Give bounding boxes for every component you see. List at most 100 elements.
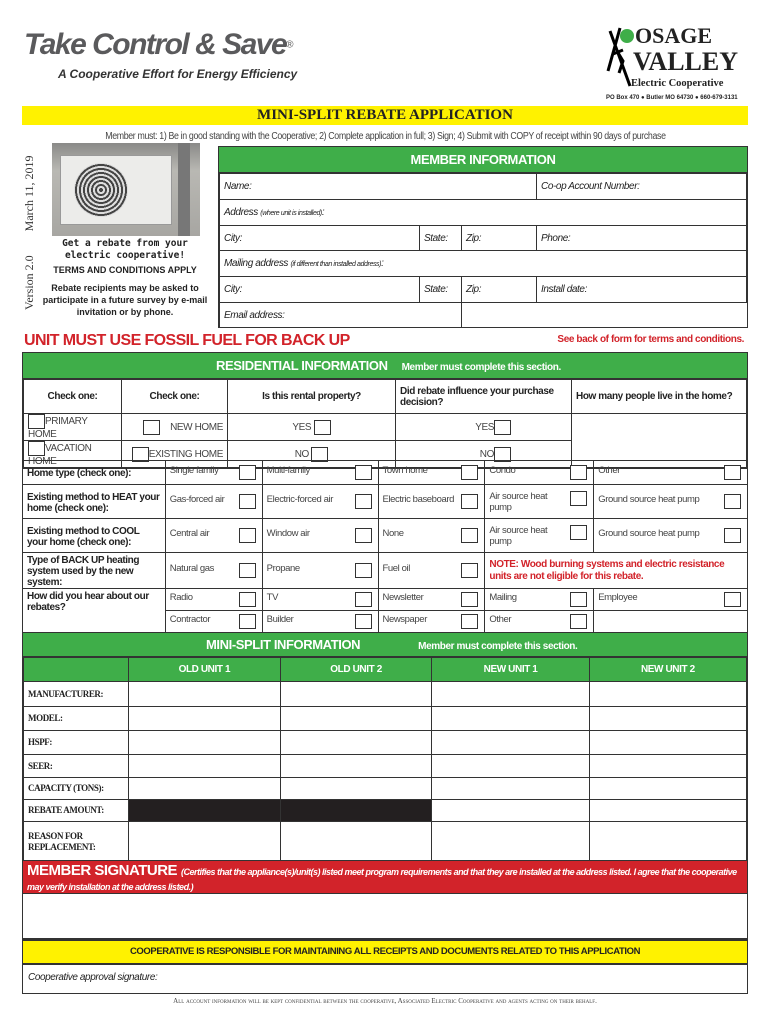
checkbox[interactable]: [570, 592, 588, 607]
email-field[interactable]: Email address:: [219, 302, 462, 328]
city-field[interactable]: City:: [219, 225, 420, 251]
option-checkbox[interactable]: Employee: [593, 588, 748, 611]
name-field[interactable]: Name:: [219, 173, 537, 200]
minisplit-input[interactable]: [128, 777, 281, 800]
minisplit-input[interactable]: [431, 706, 590, 731]
option-checkbox[interactable]: Mailing: [484, 588, 595, 611]
option-checkbox[interactable]: Gas-forced air: [164, 484, 263, 519]
option-checkbox[interactable]: Town home: [377, 460, 486, 485]
checkbox[interactable]: [724, 528, 741, 543]
mailing-zip-field[interactable]: Zip:: [461, 276, 537, 303]
minisplit-input[interactable]: [279, 777, 433, 800]
option-checkbox[interactable]: Multi-family: [261, 460, 379, 485]
minisplit-input[interactable]: [279, 681, 433, 707]
mailing-city-field[interactable]: City:: [219, 276, 420, 303]
option-checkbox[interactable]: Builder: [261, 610, 379, 633]
minisplit-input[interactable]: [431, 754, 590, 778]
vacation-home-option[interactable]: VACATION HOME: [23, 440, 122, 468]
checkbox[interactable]: [354, 528, 372, 543]
account-number-field[interactable]: Co-op Account Number:: [536, 173, 747, 200]
checkbox[interactable]: [354, 494, 372, 509]
primary-home-option[interactable]: PRIMARY HOME: [23, 413, 122, 441]
minisplit-input[interactable]: [128, 706, 281, 731]
minisplit-input[interactable]: [279, 730, 433, 755]
minisplit-input[interactable]: [588, 706, 748, 731]
option-checkbox[interactable]: Single family: [164, 460, 263, 485]
checkbox[interactable]: [461, 465, 479, 480]
minisplit-input[interactable]: [588, 799, 748, 822]
minisplit-input[interactable]: [431, 730, 590, 755]
minisplit-input[interactable]: [588, 730, 748, 755]
option-checkbox[interactable]: Other: [593, 460, 748, 485]
minisplit-input[interactable]: [588, 681, 748, 707]
checkbox[interactable]: [461, 592, 479, 607]
checkbox[interactable]: [570, 524, 588, 540]
new-home-option[interactable]: NEW HOME: [121, 413, 228, 441]
checkbox[interactable]: [354, 465, 372, 480]
minisplit-input[interactable]: [128, 730, 281, 755]
minisplit-input[interactable]: [279, 821, 433, 862]
option-checkbox[interactable]: Electric baseboard: [377, 484, 486, 519]
option-checkbox[interactable]: None: [377, 518, 486, 553]
minisplit-input[interactable]: [431, 777, 590, 800]
checkbox[interactable]: [354, 563, 372, 578]
option-checkbox[interactable]: Contractor: [164, 610, 263, 633]
minisplit-input[interactable]: [128, 681, 281, 707]
minisplit-input[interactable]: [279, 754, 433, 778]
option-checkbox[interactable]: Air source heat pump: [484, 484, 595, 519]
checkbox[interactable]: [354, 614, 372, 629]
option-checkbox[interactable]: Natural gas: [164, 552, 263, 589]
checkbox[interactable]: [238, 592, 256, 607]
option-checkbox[interactable]: Electric-forced air: [261, 484, 379, 519]
checkbox[interactable]: [238, 528, 256, 543]
checkbox[interactable]: [238, 563, 256, 578]
minisplit-input[interactable]: [588, 754, 748, 778]
option-checkbox[interactable]: Other: [484, 610, 595, 633]
zip-field[interactable]: Zip:: [461, 225, 537, 251]
option-checkbox[interactable]: Newsletter: [377, 588, 486, 611]
checkbox[interactable]: [238, 494, 256, 509]
minisplit-input[interactable]: [279, 706, 433, 731]
minisplit-input[interactable]: [431, 799, 590, 822]
checkbox[interactable]: [570, 490, 588, 506]
member-signature-field[interactable]: [22, 893, 748, 940]
checkbox[interactable]: [461, 563, 479, 578]
minisplit-input[interactable]: [588, 821, 748, 862]
option-checkbox[interactable]: Air source heat pump: [484, 518, 595, 553]
checkbox[interactable]: [570, 614, 588, 629]
checkbox[interactable]: [461, 528, 479, 543]
checkbox[interactable]: [461, 494, 479, 509]
checkbox[interactable]: [570, 465, 588, 480]
mailing-address-field[interactable]: Mailing address (if different than insta…: [219, 250, 747, 277]
minisplit-input[interactable]: [588, 777, 748, 800]
checkbox[interactable]: [724, 494, 741, 509]
rental-yes-option[interactable]: YES: [227, 413, 396, 441]
option-checkbox[interactable]: TV: [261, 588, 379, 611]
option-checkbox[interactable]: Ground source heat pump: [593, 484, 748, 519]
option-checkbox[interactable]: Ground source heat pump: [593, 518, 748, 553]
option-checkbox[interactable]: Condo: [484, 460, 595, 485]
influence-yes-option[interactable]: YES: [395, 413, 572, 441]
install-date-field[interactable]: Install date:: [536, 276, 747, 303]
option-checkbox[interactable]: Radio: [164, 588, 263, 611]
mailing-state-field[interactable]: State:: [419, 276, 462, 303]
checkbox[interactable]: [724, 465, 741, 480]
checkbox[interactable]: [238, 465, 256, 480]
address-field[interactable]: Address (where unit is installed):: [219, 199, 747, 226]
minisplit-input[interactable]: [128, 754, 281, 778]
checkbox[interactable]: [354, 592, 372, 607]
option-checkbox[interactable]: Newspaper: [377, 610, 486, 633]
minisplit-input[interactable]: [128, 821, 281, 862]
coop-approval-signature-field[interactable]: Cooperative approval signature:: [22, 964, 748, 994]
phone-field[interactable]: Phone:: [536, 225, 747, 251]
minisplit-input[interactable]: [431, 821, 590, 862]
checkbox[interactable]: [238, 614, 256, 629]
option-checkbox[interactable]: Central air: [164, 518, 263, 553]
option-checkbox[interactable]: Propane: [261, 552, 379, 589]
checkbox[interactable]: [461, 614, 479, 629]
state-field[interactable]: State:: [419, 225, 462, 251]
option-checkbox[interactable]: Fuel oil: [377, 552, 486, 589]
people-count-field[interactable]: [571, 413, 747, 468]
checkbox[interactable]: [724, 592, 741, 607]
minisplit-input[interactable]: [431, 681, 590, 707]
